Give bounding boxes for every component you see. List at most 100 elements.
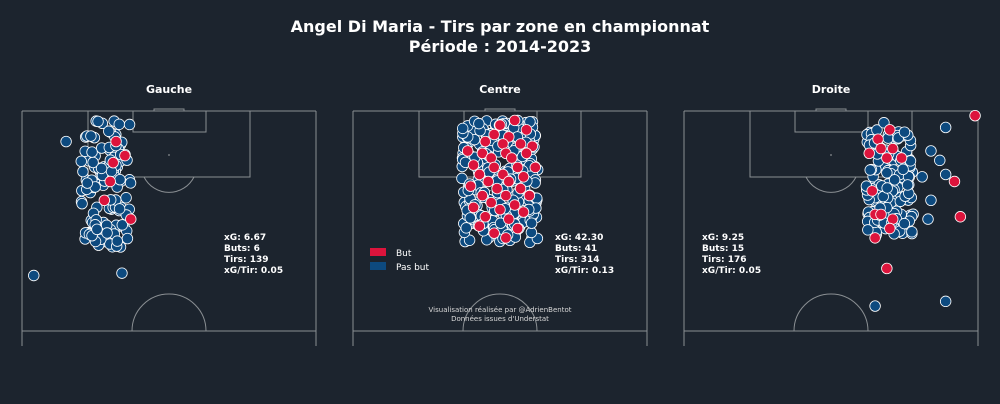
panel-stat: Buts: 15 <box>702 244 744 254</box>
shot-marker <box>525 217 538 229</box>
legend-swatch-no-goal <box>370 262 386 270</box>
shot-marker <box>460 222 472 234</box>
shot-goal-marker <box>523 189 536 202</box>
shot-goal-marker <box>494 119 506 131</box>
shot-goal-marker <box>511 161 524 174</box>
panel-stat: Tirs: 314 <box>555 255 600 265</box>
panel-title: Centre <box>479 83 521 96</box>
shot-goal-marker <box>497 138 509 150</box>
shot-goal-marker <box>884 124 896 136</box>
shot-marker <box>116 219 128 231</box>
shot-goal-marker <box>529 161 541 174</box>
panel-stat: Buts: 6 <box>224 244 260 254</box>
shot-marker <box>456 172 468 185</box>
shot-goal-marker <box>509 199 521 211</box>
shot-marker <box>939 295 952 308</box>
panel-title: Droite <box>812 83 851 96</box>
penalty-spot <box>830 154 832 156</box>
panel-stat: Buts: 41 <box>555 244 597 254</box>
shot-marker <box>463 234 476 246</box>
shot-marker <box>113 118 125 130</box>
shot-goal-marker <box>503 175 515 188</box>
shot-goal-marker <box>500 189 512 202</box>
centre-circle <box>131 293 207 332</box>
shot-marker <box>81 177 93 189</box>
legend-swatch-goal <box>370 248 386 256</box>
shot-marker <box>939 121 952 134</box>
shot-marker <box>897 163 909 176</box>
shot-marker <box>473 117 485 130</box>
shot-goal-marker <box>461 145 474 157</box>
shot-goal-marker <box>494 203 506 216</box>
shot-marker <box>881 182 893 194</box>
shot-goal-marker <box>479 211 492 223</box>
shots <box>860 109 981 312</box>
panel-stat: xG/Tir: 0.05 <box>702 266 761 276</box>
shot-marker <box>901 179 914 191</box>
shot-goal-marker <box>875 208 887 221</box>
shot-marker <box>86 146 98 158</box>
shot-goal-marker <box>887 142 899 155</box>
shot-goal-marker <box>107 156 119 169</box>
shot-goal-marker <box>485 152 497 164</box>
panel-stat: xG: 9.25 <box>702 233 744 243</box>
shot-marker <box>457 122 469 135</box>
shot-marker <box>906 226 918 238</box>
shot-marker <box>925 145 937 157</box>
shot-goal-marker <box>476 189 489 202</box>
pitch-lines <box>21 108 317 346</box>
shot-marker <box>939 168 952 181</box>
shot-goal-marker <box>514 138 527 150</box>
shot-marker <box>464 212 476 224</box>
shot-goal-marker <box>125 213 137 225</box>
chart-subtitle: Période : 2014-2023 <box>409 37 592 56</box>
shot-marker <box>922 213 934 225</box>
panel-stat: Tirs: 139 <box>224 255 269 265</box>
panel-stat: xG: 6.67 <box>224 233 266 243</box>
shot-marker <box>898 217 911 230</box>
shot-goal-marker <box>104 175 116 188</box>
shot-marker <box>123 118 136 131</box>
shot-goal-marker <box>473 220 486 232</box>
shot-goal-marker <box>954 211 967 223</box>
shot-goal-marker <box>491 182 503 195</box>
shot-goal-marker <box>98 194 111 207</box>
shot-marker <box>120 192 132 204</box>
shot-marker <box>60 135 72 148</box>
legend-label-no-goal: Pas but <box>396 263 430 273</box>
shot-marker <box>103 125 115 137</box>
shot-marker <box>881 167 893 179</box>
chart-title: Angel Di Maria - Tirs par zone en champi… <box>291 17 710 36</box>
shot-goal-marker <box>895 152 908 164</box>
credit-author: Visualisation réalisée par @AdrienBentot <box>429 306 572 314</box>
shot-marker <box>864 164 876 176</box>
shot-marker <box>869 300 881 312</box>
shot-marker <box>898 126 911 138</box>
shot-goal-marker <box>500 232 512 244</box>
shot-goal-marker <box>517 206 530 218</box>
shot-marker <box>85 130 97 142</box>
shot-goal-marker <box>520 124 533 136</box>
shot-goal-marker <box>473 168 486 181</box>
shot-goal-marker <box>476 147 489 160</box>
shot-goal-marker <box>869 232 881 244</box>
shot-marker <box>75 155 87 168</box>
shot-marker <box>101 227 113 239</box>
shot-marker <box>925 194 937 207</box>
shot-goal-marker <box>881 262 893 275</box>
panel-stat: xG: 42.30 <box>555 233 603 243</box>
shot-marker <box>116 267 128 279</box>
shot-goal-marker <box>464 180 477 192</box>
shots <box>456 114 544 249</box>
shot-goal-marker <box>517 171 530 183</box>
panel-title: Gauche <box>146 83 192 96</box>
penalty-spot <box>168 154 170 156</box>
shot-goal-marker <box>506 152 518 164</box>
goal-mouth <box>484 108 516 112</box>
shot-marker <box>111 235 123 247</box>
shot-marker <box>92 115 104 128</box>
